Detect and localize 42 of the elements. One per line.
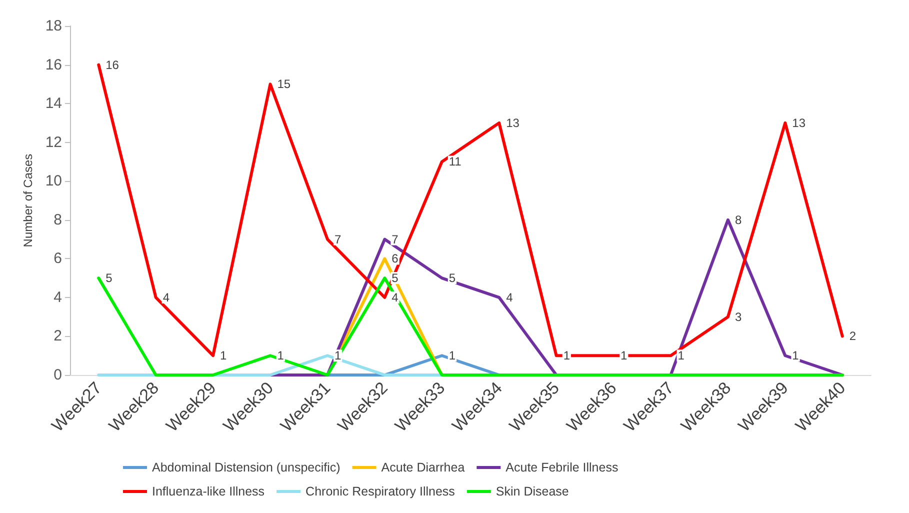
data-label: 4 — [506, 290, 514, 304]
data-label: 11 — [448, 154, 462, 169]
y-tick-label: 8 — [54, 211, 62, 228]
data-label: 13 — [506, 116, 520, 130]
data-label: 6 — [392, 252, 399, 266]
legend-label: Chronic Respiratory Illness — [306, 484, 455, 498]
y-tick-label: 0 — [54, 366, 62, 384]
data-label: 5 — [392, 271, 399, 286]
y-tick-label: 16 — [45, 56, 62, 74]
y-tick-label: 14 — [45, 95, 62, 112]
data-label: 1 — [277, 348, 284, 363]
y-tick-label: 10 — [45, 172, 62, 190]
y-tick-label: 18 — [45, 18, 62, 34]
data-label: 3 — [734, 310, 742, 324]
data-label: 1 — [220, 348, 228, 363]
data-label: 4 — [162, 290, 170, 304]
data-label: 7 — [334, 232, 342, 246]
data-label: 1 — [792, 348, 800, 363]
legend-label: Influenza-like Illness — [152, 484, 265, 498]
legend-label: Acute Febrile Illness — [506, 460, 618, 474]
data-label: 1 — [563, 348, 570, 363]
data-label: 13 — [792, 116, 806, 130]
data-label: 5 — [448, 271, 456, 286]
data-label: 2 — [849, 329, 856, 344]
data-label: 5 — [106, 271, 113, 286]
data-label: 7 — [392, 232, 399, 246]
y-tick-label: 12 — [45, 134, 62, 151]
data-label: 15 — [277, 77, 291, 92]
data-label: 1 — [678, 348, 685, 363]
y-tick-label: 6 — [54, 250, 62, 268]
legend-label: Abdominal Distension (unspecific) — [152, 460, 340, 474]
data-label: 8 — [734, 212, 742, 227]
legend-label: Acute Diarrhea — [381, 460, 465, 474]
data-label: 1 — [620, 348, 628, 363]
data-label: 1 — [448, 348, 456, 363]
data-label: 1 — [334, 348, 342, 363]
legend-label: Skin Disease — [496, 484, 569, 498]
y-tick-label: 2 — [54, 328, 62, 345]
y-axis-title: Number of Cases — [21, 154, 35, 248]
data-label: 16 — [106, 58, 120, 72]
data-label: 4 — [392, 290, 399, 304]
y-tick-label: 4 — [54, 288, 62, 306]
